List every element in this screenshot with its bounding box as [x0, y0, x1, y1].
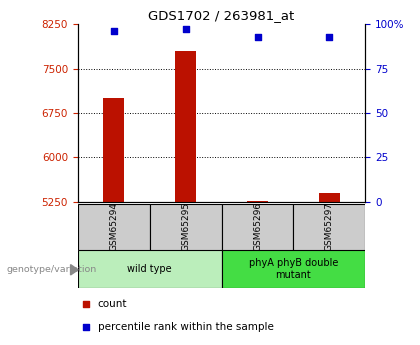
Bar [222, 250, 365, 288]
Bar [294, 204, 365, 250]
Polygon shape [71, 265, 78, 275]
Text: wild type: wild type [127, 264, 172, 274]
Point [110, 29, 117, 34]
Bar [222, 204, 294, 250]
Bar [103, 98, 124, 202]
Bar [150, 204, 222, 250]
Point [83, 324, 90, 330]
Text: count: count [98, 299, 127, 309]
Text: phyA phyB double
mutant: phyA phyB double mutant [249, 258, 338, 280]
Title: GDS1702 / 263981_at: GDS1702 / 263981_at [148, 9, 295, 22]
Bar [319, 193, 340, 202]
Bar [247, 201, 268, 202]
Point [326, 34, 333, 39]
Point [254, 34, 261, 39]
Bar [78, 204, 150, 250]
Bar [78, 250, 222, 288]
Text: GSM65297: GSM65297 [325, 202, 334, 252]
Text: GSM65295: GSM65295 [181, 202, 190, 252]
Text: GSM65294: GSM65294 [109, 202, 118, 252]
Bar [175, 51, 197, 202]
Text: genotype/variation: genotype/variation [6, 265, 97, 274]
Text: percentile rank within the sample: percentile rank within the sample [98, 322, 274, 332]
Point [83, 302, 90, 307]
Point [182, 27, 189, 32]
Text: GSM65296: GSM65296 [253, 202, 262, 252]
